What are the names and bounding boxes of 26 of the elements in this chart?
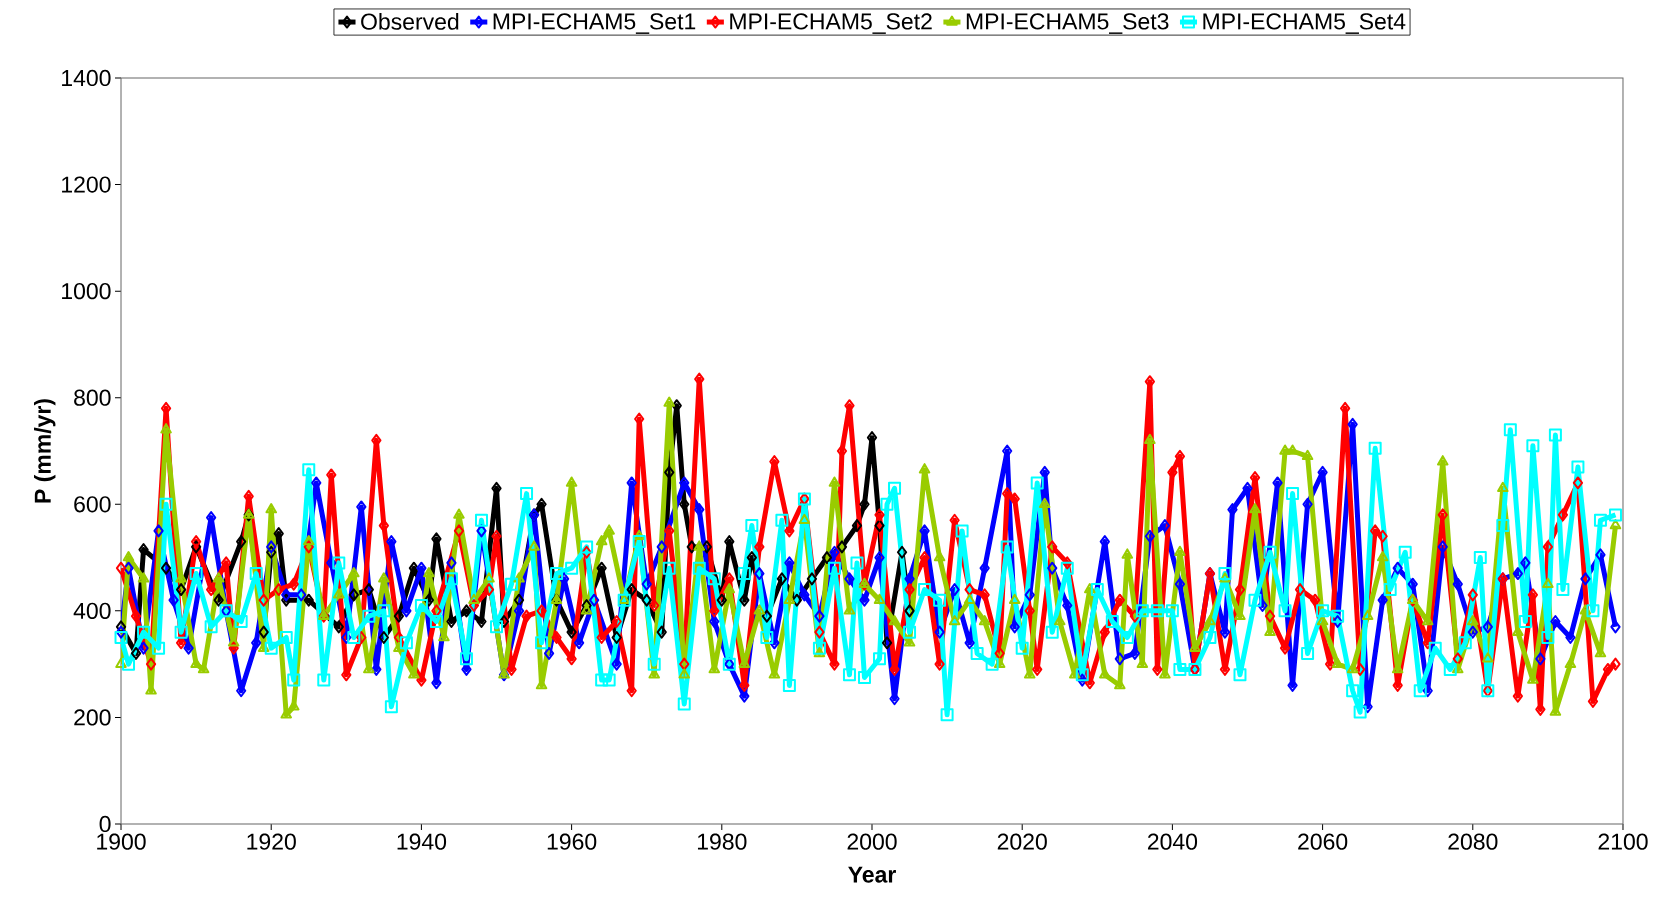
x-tick-label: 2060 <box>1298 833 1348 850</box>
x-tick-label: 1960 <box>547 833 597 850</box>
y-tick-label: 1400 <box>62 69 111 87</box>
y-tick-label: 200 <box>74 709 111 726</box>
y-tick-label: 0 <box>99 815 111 833</box>
x-tick-label: 2040 <box>1147 833 1198 850</box>
legend-label: MPI-ECHAM5_Set3 <box>966 13 1169 34</box>
x-tick-label: 1980 <box>697 833 747 850</box>
legend-label: Observed <box>361 12 459 30</box>
x-tick-label: 2080 <box>1448 833 1498 850</box>
y-axis-title: P (mm/yr) <box>34 399 56 503</box>
y-tick-label: 1000 <box>62 282 111 300</box>
y-tick-label: 800 <box>74 389 111 406</box>
legend-label: MPI-ECHAM5_Set4 <box>1203 13 1406 34</box>
x-axis-title: Year <box>848 866 896 883</box>
y-tick-label: 400 <box>73 602 111 619</box>
y-tick-label: 1200 <box>62 176 111 193</box>
legend-label: MPI-ECHAM5_Set2 <box>730 13 932 34</box>
x-tick-label: 1920 <box>247 833 296 850</box>
y-tick-label: 600 <box>74 496 111 513</box>
x-tick-label: 2100 <box>1598 833 1648 850</box>
x-tick-label: 1900 <box>97 833 146 850</box>
x-tick-label: 2000 <box>847 833 897 850</box>
legend-label: MPI-ECHAM5_Set1 <box>493 13 696 34</box>
x-tick-label: 2020 <box>997 833 1047 850</box>
x-tick-label: 1940 <box>397 833 447 850</box>
